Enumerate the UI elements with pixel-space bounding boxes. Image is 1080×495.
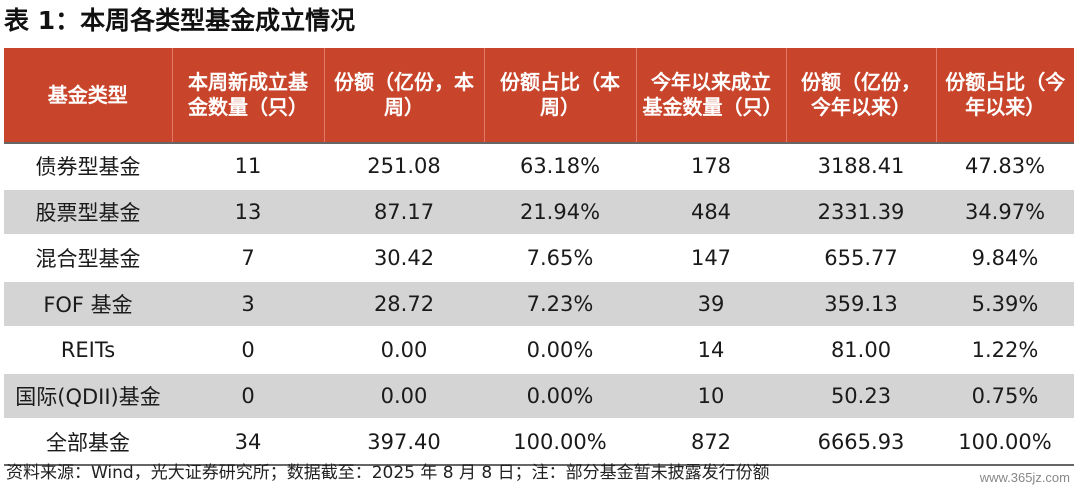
source-note: 资料来源：Wind，光大证券研究所；数据截至：2025 年 8 月 8 日；注：… — [6, 463, 770, 483]
cell-weekly-share: 0.00 — [324, 326, 484, 374]
cell-fund-type: 混合型基金 — [4, 234, 172, 282]
table-row: REITs 0 0.00 0.00% 14 81.00 1.22% — [4, 326, 1074, 374]
table-row: 混合型基金 7 30.42 7.65% 147 655.77 9.84% — [4, 234, 1074, 282]
cell-ytd-ratio: 47.83% — [936, 142, 1074, 190]
header-ytd-count: 今年以来成立基金数量（只） — [636, 48, 787, 143]
cell-ytd-ratio: 34.97% — [936, 188, 1074, 236]
cell-weekly-ratio: 21.94% — [484, 188, 636, 236]
cell-weekly-count: 0 — [172, 326, 324, 374]
cell-ytd-share: 50.23 — [786, 372, 936, 420]
cell-ytd-count: 10 — [636, 372, 786, 420]
cell-ytd-share: 81.00 — [786, 326, 936, 374]
cell-weekly-share: 397.40 — [324, 418, 484, 466]
cell-weekly-share: 0.00 — [324, 372, 484, 420]
cell-fund-type: REITs — [4, 326, 172, 374]
header-ytd-ratio: 份额占比（今年以来） — [936, 48, 1074, 143]
fund-table: 基金类型 本周新成立基金数量（只） 份额（亿份，本周） 份额占比（本周） 今年以… — [4, 48, 1074, 466]
header-weekly-share: 份额（亿份，本周） — [324, 48, 485, 143]
cell-ytd-ratio: 100.00% — [936, 418, 1074, 466]
cell-weekly-count: 11 — [172, 142, 324, 190]
cell-weekly-ratio: 0.00% — [484, 326, 636, 374]
cell-weekly-ratio: 63.18% — [484, 142, 636, 190]
table-title: 表 1：本周各类型基金成立情况 — [4, 6, 356, 35]
cell-ytd-ratio: 9.84% — [936, 234, 1074, 282]
cell-fund-type: 股票型基金 — [4, 188, 172, 236]
cell-ytd-count: 178 — [636, 142, 786, 190]
cell-weekly-count: 3 — [172, 280, 324, 328]
cell-weekly-count: 13 — [172, 188, 324, 236]
cell-ytd-count: 147 — [636, 234, 786, 282]
watermark: www.365jz.com — [979, 470, 1070, 485]
cell-fund-type: 债券型基金 — [4, 142, 172, 190]
cell-ytd-count: 872 — [636, 418, 786, 466]
cell-fund-type: 全部基金 — [4, 418, 172, 466]
cell-weekly-count: 0 — [172, 372, 324, 420]
cell-ytd-share: 6665.93 — [786, 418, 936, 466]
cell-ytd-ratio: 1.22% — [936, 326, 1074, 374]
cell-weekly-share: 30.42 — [324, 234, 484, 282]
cell-ytd-ratio: 0.75% — [936, 372, 1074, 420]
cell-ytd-share: 3188.41 — [786, 142, 936, 190]
cell-fund-type: 国际(QDII)基金 — [4, 372, 172, 420]
cell-weekly-share: 28.72 — [324, 280, 484, 328]
cell-ytd-count: 484 — [636, 188, 786, 236]
cell-ytd-count: 39 — [636, 280, 786, 328]
cell-ytd-share: 655.77 — [786, 234, 936, 282]
table-row: 国际(QDII)基金 0 0.00 0.00% 10 50.23 0.75% — [4, 372, 1074, 420]
cell-weekly-ratio: 7.65% — [484, 234, 636, 282]
table-row: 债券型基金 11 251.08 63.18% 178 3188.41 47.83… — [4, 142, 1074, 190]
cell-weekly-ratio: 0.00% — [484, 372, 636, 420]
cell-weekly-share: 87.17 — [324, 188, 484, 236]
table-row: FOF 基金 3 28.72 7.23% 39 359.13 5.39% — [4, 280, 1074, 328]
header-row: 基金类型 本周新成立基金数量（只） 份额（亿份，本周） 份额占比（本周） 今年以… — [4, 48, 1074, 143]
cell-ytd-share: 2331.39 — [786, 188, 936, 236]
cell-weekly-ratio: 100.00% — [484, 418, 636, 466]
table-row: 股票型基金 13 87.17 21.94% 484 2331.39 34.97% — [4, 188, 1074, 236]
header-fund-type: 基金类型 — [4, 48, 173, 143]
cell-weekly-count: 7 — [172, 234, 324, 282]
cell-ytd-share: 359.13 — [786, 280, 936, 328]
cell-ytd-ratio: 5.39% — [936, 280, 1074, 328]
header-ytd-share: 份额（亿份，今年以来） — [786, 48, 937, 143]
table-row-total: 全部基金 34 397.40 100.00% 872 6665.93 100.0… — [4, 418, 1074, 466]
header-weekly-count: 本周新成立基金数量（只） — [172, 48, 325, 143]
cell-weekly-ratio: 7.23% — [484, 280, 636, 328]
cell-weekly-count: 34 — [172, 418, 324, 466]
header-weekly-ratio: 份额占比（本周） — [484, 48, 637, 143]
cell-ytd-count: 14 — [636, 326, 786, 374]
cell-weekly-share: 251.08 — [324, 142, 484, 190]
cell-fund-type: FOF 基金 — [4, 280, 172, 328]
